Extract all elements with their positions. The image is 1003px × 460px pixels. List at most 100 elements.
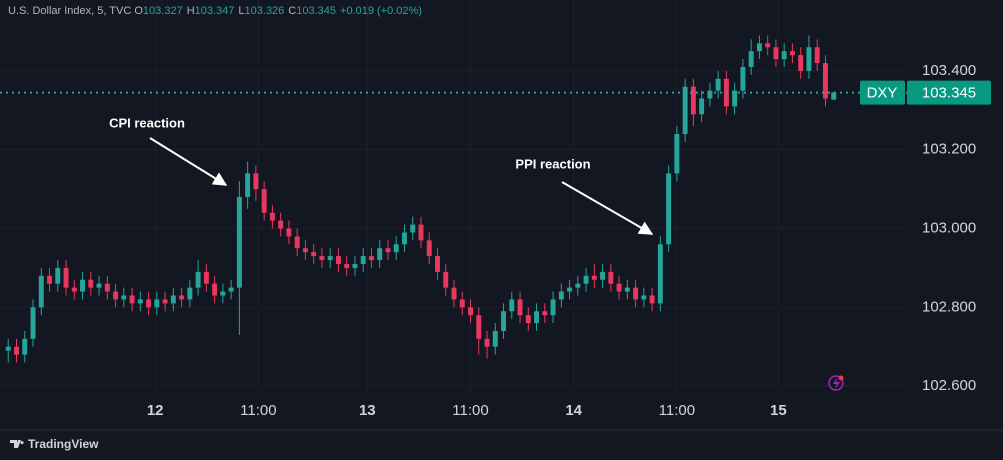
y-tick-label: 102.800 [922,298,976,315]
candle-body [682,86,688,134]
header: U.S. Dollar Index, 5, TVC O103.327 H103.3… [8,5,422,17]
candle-body [368,256,374,261]
ohlc-value: 103.327 [143,5,183,17]
candle-body [88,279,94,288]
candle-body [732,90,738,107]
candle-body [129,295,135,304]
candle-body [435,256,440,272]
candle-body [542,311,548,316]
candle-body [674,133,680,174]
candle-body [393,244,399,253]
candle-body [162,299,168,304]
candle-body [203,271,209,284]
candle-body [798,55,804,71]
candle-body [715,78,721,91]
candle-body [509,299,515,312]
candle-body [558,291,564,300]
candle-body [468,307,473,316]
arrow [149,137,228,186]
candle-body [740,66,746,91]
candle-body [459,299,465,308]
candle-body [418,224,424,241]
candle-body [575,283,581,288]
x-tick-label: 15 [770,402,787,419]
candle-body [80,279,86,292]
alert-icon[interactable] [828,375,844,391]
candle-body [781,51,787,60]
candle-body [451,287,457,300]
candle-body [5,346,11,351]
price-label: 103.345 [922,85,976,102]
candle-body [476,315,482,339]
candle-body [690,86,696,115]
candle-body [261,189,267,213]
candle-body [443,271,449,288]
candle-body [534,311,540,324]
candle-body [113,291,119,300]
candle-body [748,51,754,67]
candle-body [269,212,275,221]
candle-body [154,299,160,308]
candle-body [311,252,317,257]
ohlc-prefix: O [134,5,143,17]
candle-body [63,267,69,288]
candle-body [641,295,647,300]
candle-body [633,287,639,300]
candle-body [600,271,606,280]
candle-body [377,248,383,261]
candle-body [756,43,762,52]
candle-body [707,90,713,99]
candle-body [699,98,705,115]
candle-body [319,256,325,261]
candle-body [220,291,226,296]
candle-body [352,263,358,268]
candle-body [567,287,573,292]
candle-body [30,307,36,339]
annotation: CPI reaction [109,115,185,130]
alert-dot [838,375,844,381]
ohlc-prefix: C [288,5,296,17]
candle-body [278,220,284,229]
x-tick-label: 12 [147,402,164,419]
ohlc-prefix: L [238,5,244,17]
logo [10,440,24,448]
candle-body [822,63,828,99]
candle-body [657,244,663,304]
candle-body [179,295,185,300]
candle-body [360,256,366,264]
candle-body [666,173,672,245]
candle-body [170,295,176,304]
header-title: U.S. Dollar Index, 5, TVC [8,5,131,17]
candle-body [236,197,242,288]
candle-body [187,287,193,300]
candle-body [335,256,341,264]
y-tick-label: 102.600 [922,377,976,394]
candle-body [814,47,820,64]
candle-body [583,275,589,284]
candle-body [121,295,127,300]
candle-body [137,299,143,304]
ohlc-prefix: H [187,5,195,17]
candle-body [410,224,416,233]
candle-body [608,271,614,284]
candle-body [492,330,498,347]
y-tick-label: 103.200 [922,141,976,158]
y-tick-label: 103.000 [922,219,976,236]
alert-bolt [833,378,840,389]
candle-body [484,338,490,347]
y-tick-label: 103.400 [922,62,976,79]
grid [0,0,908,394]
x-tick-label: 13 [359,402,376,419]
x-tick-label: 14 [565,402,582,419]
annotation: PPI reaction [515,156,590,171]
candle-body [294,236,300,249]
candle-body [14,346,19,355]
candle-body [302,248,308,253]
x-tick-label: 11:00 [240,402,276,419]
candle-body [591,275,597,280]
ohlc-value: 103.347 [195,5,235,17]
candle-body [245,173,251,197]
